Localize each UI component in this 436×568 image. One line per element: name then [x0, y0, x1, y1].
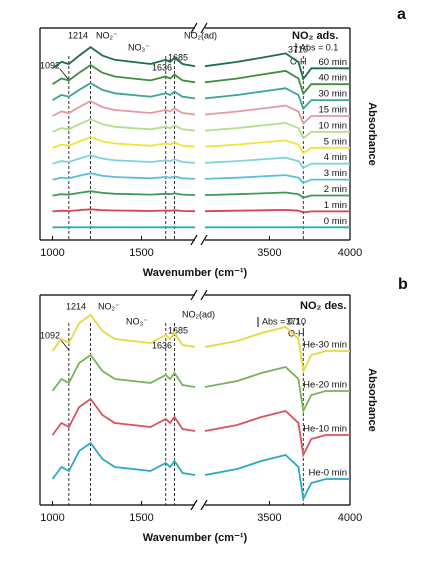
scale-label: Abs = 0.1 — [262, 316, 300, 326]
series-label: He-20 min — [303, 380, 347, 391]
spectrum — [52, 100, 350, 125]
x-tick-label: 3500 — [257, 247, 281, 259]
spectrum — [52, 118, 350, 140]
annotation: NO₃⁻ — [126, 316, 148, 326]
peak-label: 3710 — [288, 44, 308, 54]
annotation: NO₂⁻ — [96, 30, 118, 40]
x-tick-label: 1500 — [129, 512, 153, 524]
axis-break — [200, 289, 208, 301]
x-tick-label: 4000 — [338, 247, 362, 259]
series-label: He-30 min — [303, 340, 347, 351]
series-label: 1 min — [324, 200, 347, 211]
series-label: 0 min — [324, 216, 347, 227]
x-tick-label: 4000 — [338, 512, 362, 524]
series-label: 10 min — [318, 120, 347, 131]
annotation: NO₂⁻ — [98, 301, 120, 311]
axis-break — [190, 22, 198, 34]
panel-title: NO₂ ads. — [292, 30, 338, 42]
spectrum — [51, 353, 350, 414]
series-label: He-0 min — [308, 468, 347, 479]
annotation: NO₂(ad) — [182, 309, 215, 319]
peak-label: 1214 — [66, 301, 86, 311]
spectrum — [52, 190, 350, 199]
spectrum — [51, 45, 350, 81]
leader — [59, 68, 70, 81]
axis-break — [200, 234, 208, 246]
series-label: 30 min — [318, 89, 347, 100]
series-label: 5 min — [324, 136, 347, 147]
series-label: 2 min — [324, 184, 347, 195]
panel-label: a — [397, 6, 406, 23]
peak-label: 1636 — [152, 340, 172, 350]
annotation: O-H — [288, 328, 305, 338]
y-axis-title: Absorbance — [366, 102, 378, 166]
panel-title: NO₂ des. — [300, 300, 346, 312]
spectrum — [51, 397, 350, 458]
axis-break — [200, 499, 208, 511]
series-label: He-10 min — [303, 424, 347, 435]
spectrum — [52, 172, 350, 184]
axis-break — [190, 289, 198, 301]
panel-label: b — [398, 276, 408, 293]
x-tick-label: 1500 — [129, 247, 153, 259]
series-label: 60 min — [318, 57, 347, 68]
series-label: 15 min — [318, 104, 347, 115]
axis-break — [190, 499, 198, 511]
x-axis-title: Wavenumber (cm⁻¹) — [143, 267, 248, 279]
peak-label: 1092 — [40, 330, 60, 340]
x-tick-label: 3500 — [257, 512, 281, 524]
peak-label: 1636 — [152, 62, 172, 72]
series-label: 3 min — [324, 168, 347, 179]
spectrum — [51, 441, 350, 502]
spectrum — [52, 136, 350, 155]
series-label: 40 min — [318, 73, 347, 84]
peak-label: 3710 — [286, 316, 306, 326]
series-label: 4 min — [324, 152, 347, 163]
spectrum — [51, 313, 350, 374]
scale-label: Abs = 0.1 — [300, 42, 338, 52]
x-axis-title: Wavenumber (cm⁻¹) — [143, 532, 248, 544]
peak-label: 1214 — [68, 30, 88, 40]
peak-label: 1685 — [168, 325, 188, 335]
spectrum — [52, 82, 350, 111]
x-tick-label: 1000 — [40, 512, 64, 524]
peak-label: 1685 — [168, 52, 188, 62]
y-axis-title: Absorbance — [366, 368, 378, 432]
spectrum — [52, 64, 350, 96]
spectrum — [52, 154, 350, 170]
peak-label: 1092 — [40, 60, 60, 70]
annotation: NO₃⁻ — [128, 42, 150, 52]
x-tick-label: 1000 — [40, 247, 64, 259]
axis-break — [200, 22, 208, 34]
spectrum — [52, 208, 350, 214]
axis-break — [190, 234, 198, 246]
annotation: NO₂(ad) — [184, 30, 217, 40]
leader — [59, 338, 70, 351]
